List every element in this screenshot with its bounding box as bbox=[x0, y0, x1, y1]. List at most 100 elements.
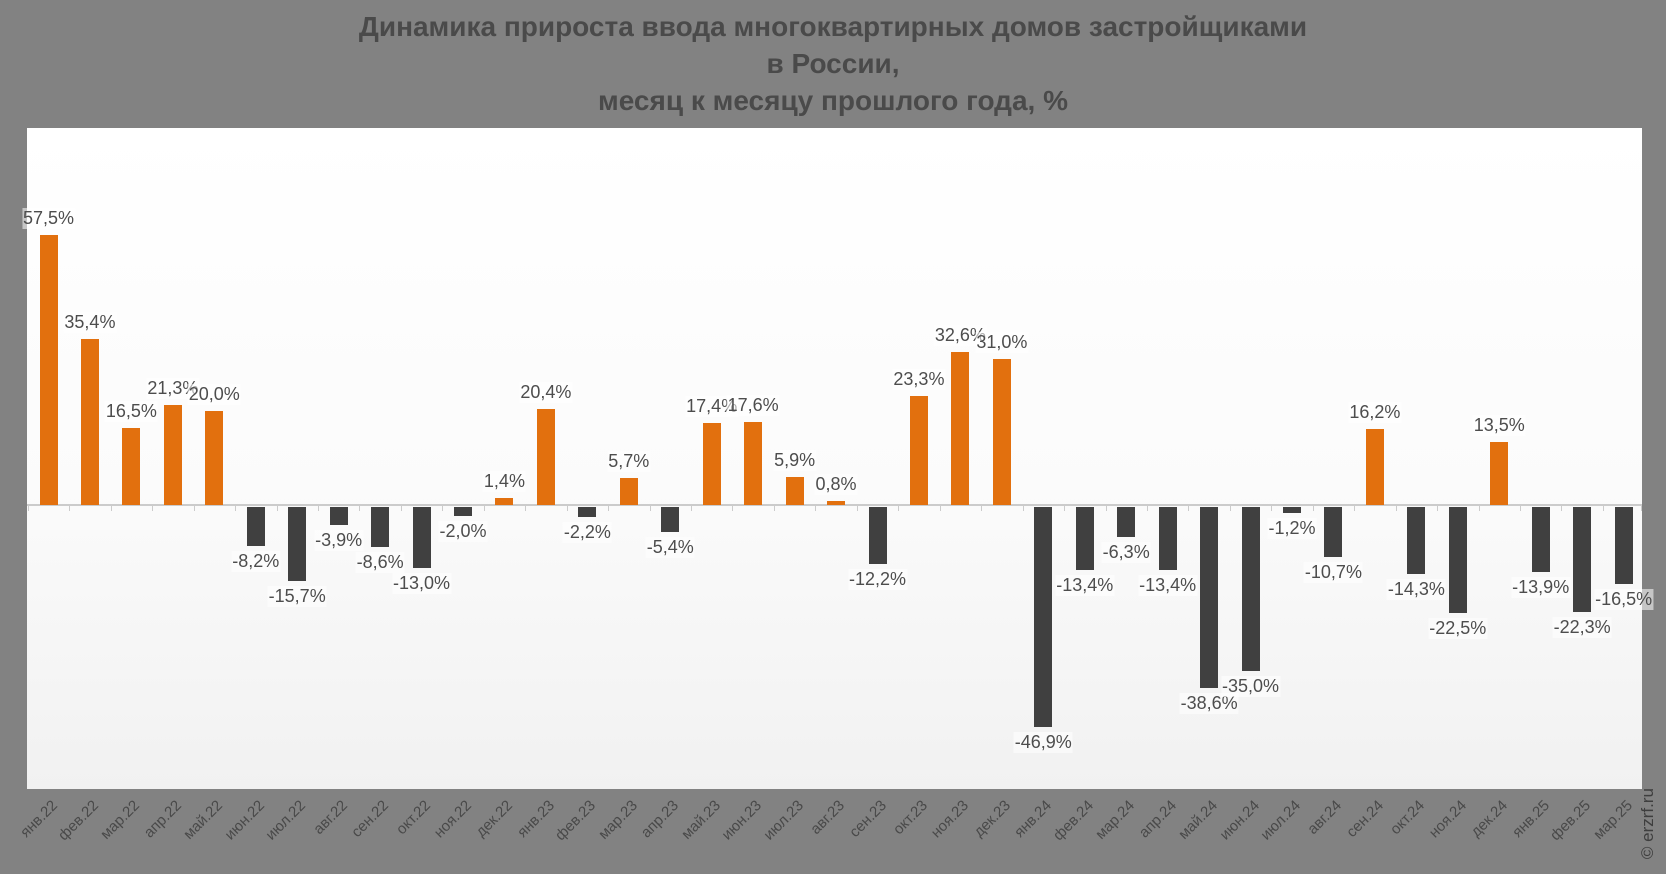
bar[interactable] bbox=[619, 478, 638, 505]
bar-value-label: -5,4% bbox=[645, 537, 695, 558]
axis-tick bbox=[608, 506, 609, 511]
bar-value-label: 32,6% bbox=[933, 325, 987, 346]
axis-tick bbox=[194, 506, 195, 511]
bar[interactable] bbox=[1283, 507, 1301, 513]
chart-title: Динамика прироста ввода многоквартирных … bbox=[0, 8, 1666, 119]
bar[interactable] bbox=[1365, 429, 1384, 505]
bar[interactable] bbox=[288, 507, 307, 581]
bar[interactable] bbox=[785, 477, 804, 505]
axis-tick bbox=[442, 506, 443, 511]
bar[interactable] bbox=[454, 507, 472, 516]
bar[interactable] bbox=[1034, 507, 1053, 727]
bar-value-label: 16,5% bbox=[104, 401, 158, 422]
bar[interactable] bbox=[1448, 507, 1467, 613]
bar-value-label: 21,3% bbox=[146, 378, 200, 399]
axis-tick bbox=[152, 506, 153, 511]
bar[interactable] bbox=[495, 498, 514, 505]
axis-tick bbox=[359, 506, 360, 511]
bar[interactable] bbox=[1407, 507, 1426, 574]
bar[interactable] bbox=[246, 507, 265, 546]
axis-tick bbox=[1354, 506, 1355, 511]
bar-value-label: -16,5% bbox=[1594, 589, 1654, 610]
bar-value-label: -3,9% bbox=[314, 530, 364, 551]
bar[interactable] bbox=[1075, 507, 1094, 570]
bar[interactable] bbox=[122, 428, 141, 505]
bar[interactable] bbox=[868, 507, 887, 564]
axis-tick bbox=[1313, 506, 1314, 511]
bar-value-label: -13,0% bbox=[392, 573, 452, 594]
axis-tick bbox=[1520, 506, 1521, 511]
bar-value-label: -8,6% bbox=[355, 552, 405, 573]
axis-tick bbox=[815, 506, 816, 511]
bar[interactable] bbox=[371, 507, 390, 547]
bar-value-label: 16,2% bbox=[1348, 402, 1402, 423]
axis-tick bbox=[525, 506, 526, 511]
bar[interactable] bbox=[412, 507, 431, 568]
bar[interactable] bbox=[1531, 507, 1550, 572]
bar[interactable] bbox=[1200, 507, 1219, 688]
axis-tick bbox=[111, 506, 112, 511]
axis-tick bbox=[235, 506, 236, 511]
axis-tick bbox=[1106, 506, 1107, 511]
axis-tick bbox=[691, 506, 692, 511]
bar[interactable] bbox=[536, 409, 555, 505]
bar-value-label: -35,0% bbox=[1221, 676, 1281, 697]
bar[interactable] bbox=[992, 359, 1011, 505]
bar[interactable] bbox=[1158, 507, 1177, 570]
bar-value-label: -8,2% bbox=[231, 551, 281, 572]
bar-value-label: -38,6% bbox=[1179, 693, 1239, 714]
axis-tick bbox=[1437, 506, 1438, 511]
bar[interactable] bbox=[702, 423, 721, 505]
bar[interactable] bbox=[205, 411, 224, 505]
axis-tick bbox=[1641, 506, 1642, 511]
bar-value-label: 17,4% bbox=[685, 396, 739, 417]
bar[interactable] bbox=[744, 422, 763, 505]
bar-value-label: -13,9% bbox=[1511, 577, 1571, 598]
axis-tick bbox=[981, 506, 982, 511]
bar[interactable] bbox=[1490, 442, 1509, 505]
axis-tick bbox=[69, 506, 70, 511]
axis-tick bbox=[318, 506, 319, 511]
axis-tick bbox=[898, 506, 899, 511]
bar-value-label: -2,2% bbox=[562, 522, 612, 543]
chart-title-line-1: Динамика прироста ввода многоквартирных … bbox=[358, 11, 1308, 42]
bar[interactable] bbox=[80, 339, 99, 505]
bar[interactable] bbox=[163, 405, 182, 505]
axis-tick bbox=[1271, 506, 1272, 511]
bar-value-label: 0,8% bbox=[814, 474, 858, 495]
bar-value-label: 20,0% bbox=[187, 384, 241, 405]
bar[interactable] bbox=[1117, 507, 1136, 537]
bar-value-label: -13,4% bbox=[1055, 575, 1115, 596]
watermark: © erzrf.ru bbox=[1638, 788, 1657, 860]
plot-area: 57,5% 35,4% 16,5% 21,3% 20,0% -8,2% -15,7% -3,9… bbox=[21, 128, 1654, 789]
bar-value-label: -2,0% bbox=[438, 521, 488, 542]
bar[interactable] bbox=[329, 507, 348, 525]
bar[interactable] bbox=[578, 507, 597, 517]
bar-value-label: -22,3% bbox=[1552, 617, 1612, 638]
bar[interactable] bbox=[909, 396, 928, 505]
bar[interactable] bbox=[827, 501, 846, 505]
bar-value-label: -15,7% bbox=[267, 586, 327, 607]
bar-value-label: -13,4% bbox=[1138, 575, 1198, 596]
bar[interactable] bbox=[39, 235, 58, 505]
bar[interactable] bbox=[1324, 507, 1343, 557]
bar-value-label: 1,4% bbox=[482, 471, 526, 492]
bar[interactable] bbox=[1573, 507, 1592, 612]
bar-value-label: 5,9% bbox=[773, 450, 817, 471]
axis-tick bbox=[1396, 506, 1397, 511]
bar-value-label: -6,3% bbox=[1101, 542, 1151, 563]
bar[interactable] bbox=[951, 352, 970, 505]
axis-tick bbox=[567, 506, 568, 511]
bar[interactable] bbox=[1614, 507, 1633, 584]
axis-tick bbox=[484, 506, 485, 511]
axis-tick bbox=[277, 506, 278, 511]
bar-value-label: 35,4% bbox=[63, 312, 117, 333]
bar[interactable] bbox=[661, 507, 680, 532]
bar[interactable] bbox=[1241, 507, 1260, 671]
bar-value-label: 5,7% bbox=[607, 451, 651, 472]
bar-value-label: -14,3% bbox=[1386, 579, 1446, 600]
bar-value-label: -1,2% bbox=[1267, 518, 1317, 539]
axis-tick bbox=[1603, 506, 1604, 511]
axis-tick bbox=[1479, 506, 1480, 511]
